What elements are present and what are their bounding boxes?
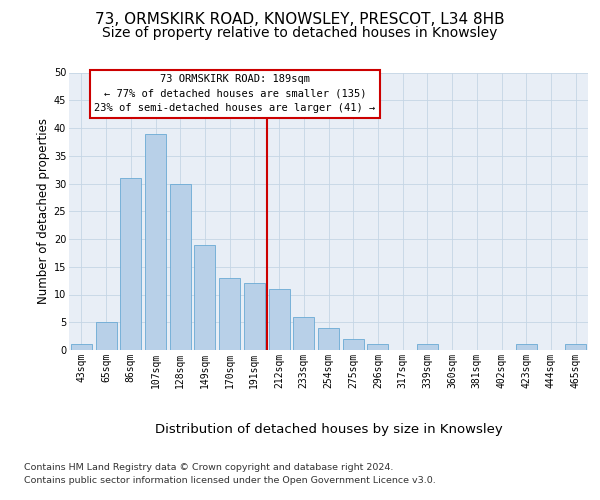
Y-axis label: Number of detached properties: Number of detached properties	[37, 118, 50, 304]
Bar	[343, 339, 364, 350]
Bar	[318, 328, 339, 350]
Bar	[516, 344, 537, 350]
Text: 73, ORMSKIRK ROAD, KNOWSLEY, PRESCOT, L34 8HB: 73, ORMSKIRK ROAD, KNOWSLEY, PRESCOT, L3…	[95, 12, 505, 28]
Text: Size of property relative to detached houses in Knowsley: Size of property relative to detached ho…	[103, 26, 497, 40]
Bar	[219, 278, 240, 350]
Bar	[71, 344, 92, 350]
Bar	[145, 134, 166, 350]
Bar	[269, 289, 290, 350]
Bar	[170, 184, 191, 350]
Bar	[244, 284, 265, 350]
Bar	[367, 344, 388, 350]
Bar	[194, 244, 215, 350]
Bar	[565, 344, 586, 350]
Bar	[95, 322, 116, 350]
Text: Distribution of detached houses by size in Knowsley: Distribution of detached houses by size …	[155, 422, 503, 436]
Bar	[417, 344, 438, 350]
Text: 73 ORMSKIRK ROAD: 189sqm
← 77% of detached houses are smaller (135)
23% of semi-: 73 ORMSKIRK ROAD: 189sqm ← 77% of detach…	[94, 74, 376, 114]
Bar	[293, 316, 314, 350]
Text: Contains public sector information licensed under the Open Government Licence v3: Contains public sector information licen…	[24, 476, 436, 485]
Text: Contains HM Land Registry data © Crown copyright and database right 2024.: Contains HM Land Registry data © Crown c…	[24, 462, 394, 471]
Bar	[120, 178, 141, 350]
